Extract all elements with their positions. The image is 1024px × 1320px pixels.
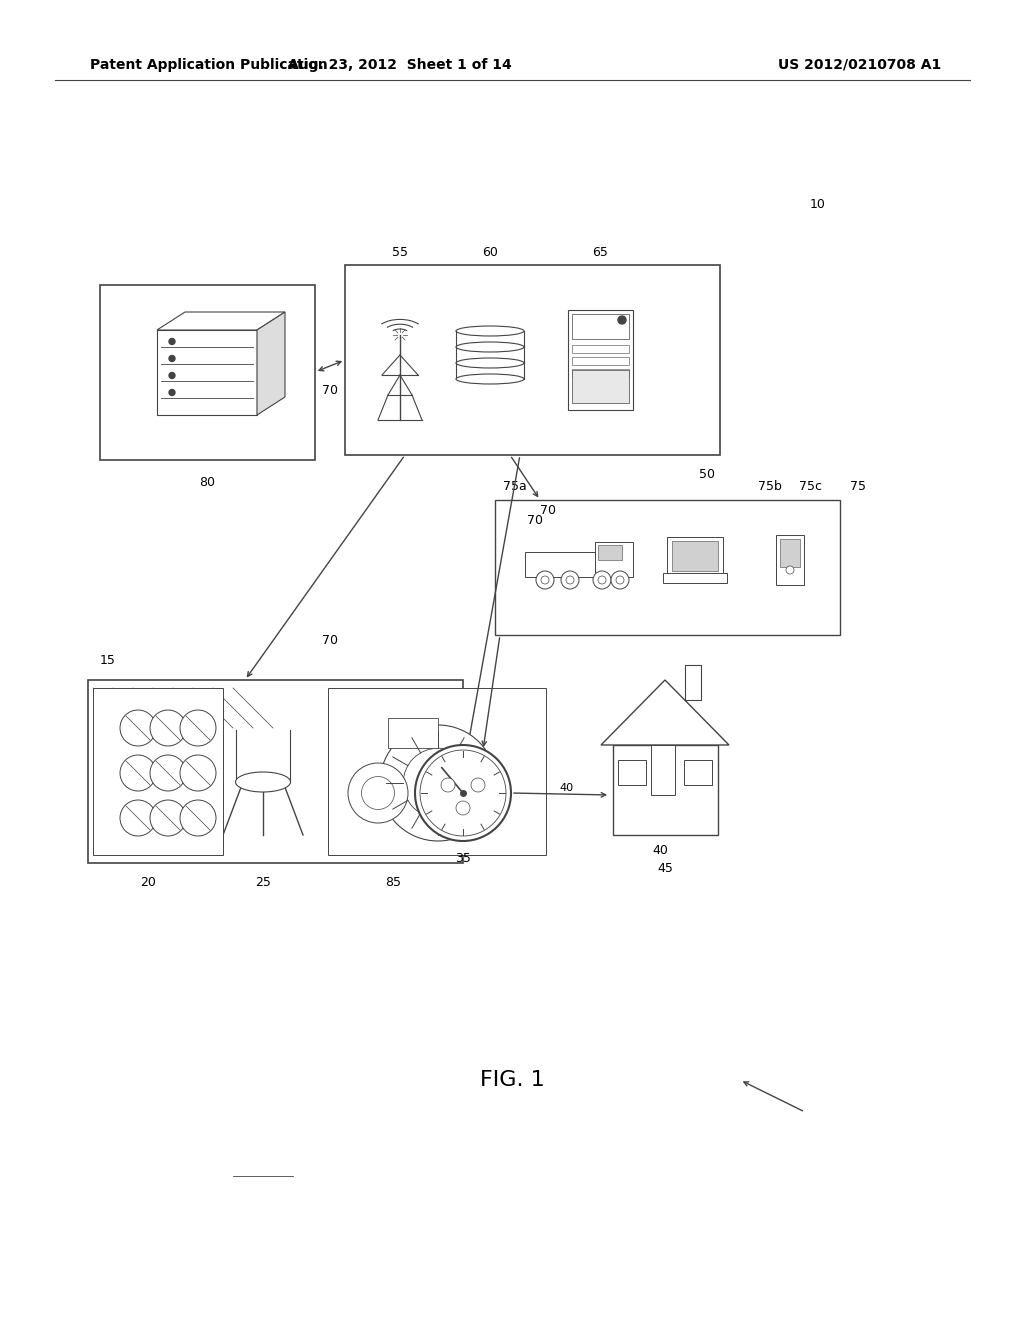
- Bar: [776, 535, 804, 585]
- Bar: [598, 545, 622, 560]
- Circle shape: [598, 576, 606, 583]
- Text: 80: 80: [199, 475, 215, 488]
- Circle shape: [150, 800, 186, 836]
- Circle shape: [169, 372, 175, 379]
- Circle shape: [180, 800, 216, 836]
- Ellipse shape: [456, 326, 524, 337]
- Circle shape: [593, 572, 611, 589]
- Circle shape: [150, 755, 186, 791]
- Bar: [572, 370, 629, 403]
- Text: 50: 50: [699, 469, 715, 482]
- Bar: [651, 744, 675, 795]
- Text: 20: 20: [140, 876, 156, 890]
- Bar: [456, 347, 524, 363]
- Text: 75b: 75b: [758, 479, 782, 492]
- Ellipse shape: [456, 342, 524, 352]
- Text: 70: 70: [540, 503, 556, 516]
- Text: 10: 10: [810, 198, 826, 211]
- Circle shape: [150, 710, 186, 746]
- Bar: [495, 500, 840, 635]
- Circle shape: [169, 389, 175, 396]
- Bar: [663, 573, 727, 583]
- Text: 70: 70: [322, 384, 338, 396]
- Text: 35: 35: [455, 853, 471, 866]
- Bar: [667, 537, 723, 577]
- Circle shape: [415, 744, 511, 841]
- Bar: [780, 539, 800, 568]
- Circle shape: [616, 576, 624, 583]
- Ellipse shape: [236, 772, 291, 792]
- Bar: [685, 665, 701, 700]
- Polygon shape: [257, 312, 285, 414]
- Bar: [572, 356, 629, 366]
- Text: US 2012/0210708 A1: US 2012/0210708 A1: [778, 58, 942, 73]
- Text: 85: 85: [385, 876, 401, 890]
- Text: 45: 45: [657, 862, 673, 874]
- Text: 70: 70: [527, 513, 543, 527]
- Bar: [157, 330, 257, 414]
- Circle shape: [611, 572, 629, 589]
- Text: 15: 15: [100, 653, 116, 667]
- Circle shape: [348, 763, 408, 822]
- Circle shape: [536, 572, 554, 589]
- Bar: [456, 363, 524, 379]
- Circle shape: [566, 576, 574, 583]
- Polygon shape: [157, 312, 285, 330]
- Text: Aug. 23, 2012  Sheet 1 of 14: Aug. 23, 2012 Sheet 1 of 14: [288, 58, 512, 73]
- Circle shape: [441, 777, 455, 792]
- Bar: [568, 310, 633, 411]
- Ellipse shape: [456, 358, 524, 368]
- Bar: [572, 345, 629, 352]
- Circle shape: [541, 576, 549, 583]
- Circle shape: [120, 755, 156, 791]
- Circle shape: [618, 315, 626, 323]
- Circle shape: [420, 750, 506, 836]
- Text: 30: 30: [399, 779, 415, 792]
- Bar: [618, 760, 646, 785]
- Ellipse shape: [456, 374, 524, 384]
- Bar: [345, 265, 720, 455]
- Text: FIG. 1: FIG. 1: [479, 1071, 545, 1090]
- Circle shape: [471, 777, 485, 792]
- Circle shape: [361, 776, 394, 809]
- Text: 40: 40: [559, 783, 573, 793]
- Text: 75c: 75c: [799, 479, 821, 492]
- Text: 55: 55: [392, 247, 408, 260]
- Polygon shape: [601, 680, 729, 744]
- Bar: [613, 744, 718, 836]
- Text: 75a: 75a: [503, 479, 527, 492]
- Circle shape: [180, 710, 216, 746]
- Circle shape: [180, 755, 216, 791]
- Circle shape: [169, 355, 175, 362]
- Circle shape: [120, 800, 156, 836]
- Circle shape: [403, 748, 473, 818]
- Bar: [525, 552, 595, 577]
- Bar: [572, 370, 629, 378]
- Bar: [572, 314, 629, 339]
- Circle shape: [380, 725, 496, 841]
- Text: 70: 70: [322, 634, 338, 647]
- Bar: [388, 718, 438, 748]
- Bar: [456, 331, 524, 347]
- Text: 75: 75: [850, 479, 866, 492]
- Circle shape: [120, 710, 156, 746]
- Text: 25: 25: [255, 876, 271, 890]
- Text: 65: 65: [592, 247, 608, 260]
- Bar: [93, 688, 223, 855]
- Bar: [672, 541, 718, 572]
- Bar: [328, 688, 546, 855]
- Circle shape: [561, 572, 579, 589]
- Text: Patent Application Publication: Patent Application Publication: [90, 58, 328, 73]
- Circle shape: [786, 566, 794, 574]
- Text: 40: 40: [652, 843, 668, 857]
- Bar: [684, 760, 712, 785]
- Bar: [595, 543, 633, 577]
- Bar: [100, 285, 315, 459]
- Circle shape: [456, 801, 470, 814]
- Circle shape: [169, 338, 175, 345]
- Bar: [88, 680, 463, 863]
- Text: 60: 60: [482, 247, 498, 260]
